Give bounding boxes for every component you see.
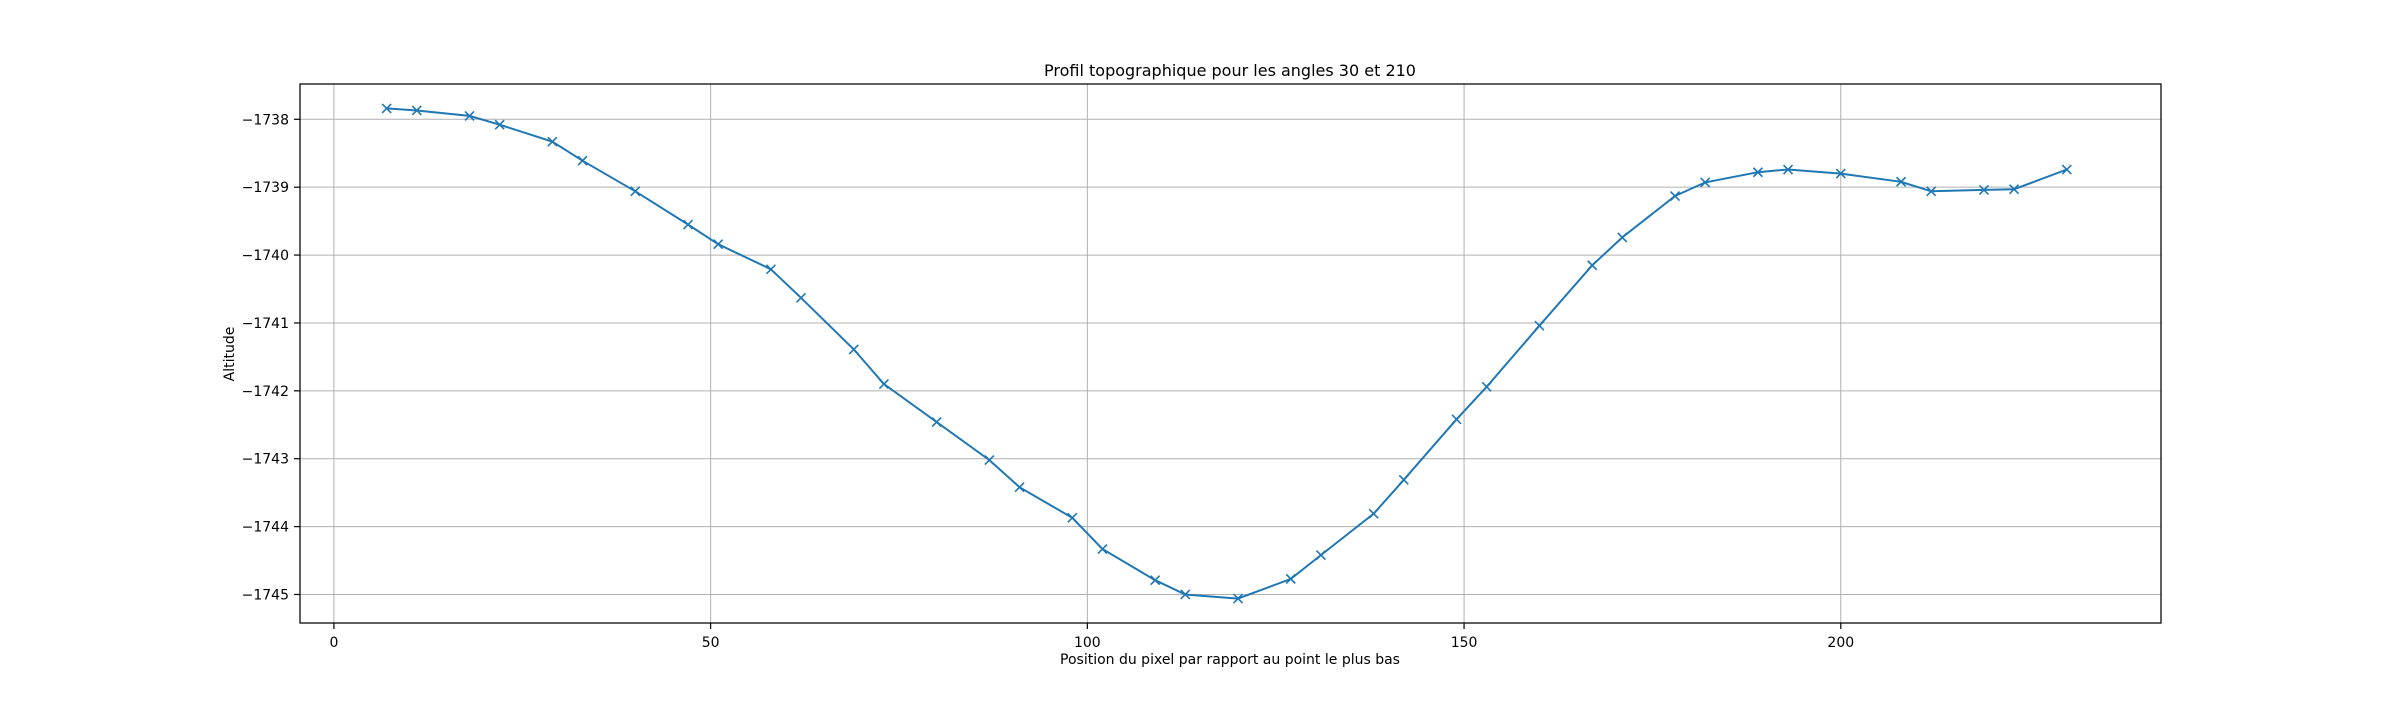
data-point-marker [682,219,694,230]
data-point-marker [1669,190,1681,202]
data-point-marker [984,455,995,466]
x-axis-ticks: 0 50 100 150 200 [329,623,1854,651]
data-point-marker [1587,260,1598,271]
data-point-marker [381,103,392,114]
y-tick-label: −1742 [242,384,289,400]
y-tick-label: −1744 [242,520,289,536]
data-point-marker [1285,573,1296,584]
data-point-marker [1835,168,1846,179]
data-point-marker [577,155,588,166]
y-tick-label: −1743 [242,452,289,468]
data-point-marker [1700,177,1711,188]
series-markers [381,103,2072,604]
data-point-marker [713,239,724,250]
x-tick-label: 50 [702,635,720,651]
y-tick-label: −1740 [242,248,289,264]
data-point-marker [411,105,422,116]
series-line [386,107,2068,600]
chart-title: Profil topographique pour les angles 30 … [1044,61,1416,80]
data-point-marker [464,110,475,121]
x-tick-label: 150 [1451,635,1478,651]
data-point-marker [931,416,942,428]
data-point-marker [1398,474,1409,485]
data-point-marker [1895,176,1907,187]
data-point-marker [1534,320,1545,331]
data-point-marker [848,344,859,355]
data-point-marker [1617,232,1628,243]
data-point-marker [1752,167,1763,178]
data-point-marker [1978,184,1990,195]
data-line [386,107,2068,600]
y-tick-label: −1739 [242,180,289,196]
data-point-marker [1180,589,1191,600]
grid [300,84,2161,623]
y-axis-ticks: −1738 −1739 −1740 −1741 −1742 −1743 −1744 −1745 [242,112,300,603]
y-tick-label: −1745 [242,587,289,603]
data-point-marker [1481,381,1492,392]
y-axis-label: Altitude [222,327,238,382]
plot-frame [299,83,2162,624]
data-point-marker [1232,593,1244,604]
y-tick-label: −1738 [242,112,289,128]
data-point-marker [1097,543,1108,555]
x-tick-label: 100 [1074,635,1101,651]
data-point-marker [878,378,889,390]
data-point-marker [1315,550,1326,561]
data-point-marker [795,292,807,303]
data-point-marker [1368,508,1379,519]
data-point-marker [630,186,641,197]
data-point-marker [494,119,505,130]
data-point-marker [2009,184,2020,195]
data-point-marker [1150,575,1161,586]
data-point-marker [1014,482,1025,493]
data-point-marker [547,136,558,147]
x-axis-label: Position du pixel par rapport au point l… [1060,652,1400,668]
x-tick-label: 0 [329,635,338,651]
data-point-marker [1451,414,1462,425]
y-tick-label: −1741 [242,316,289,332]
data-point-marker [1067,512,1078,523]
data-point-marker [2061,164,2072,175]
data-point-marker [1782,164,1794,175]
data-point-marker [765,264,776,275]
x-tick-label: 200 [1827,635,1854,651]
data-point-marker [1926,186,1937,197]
